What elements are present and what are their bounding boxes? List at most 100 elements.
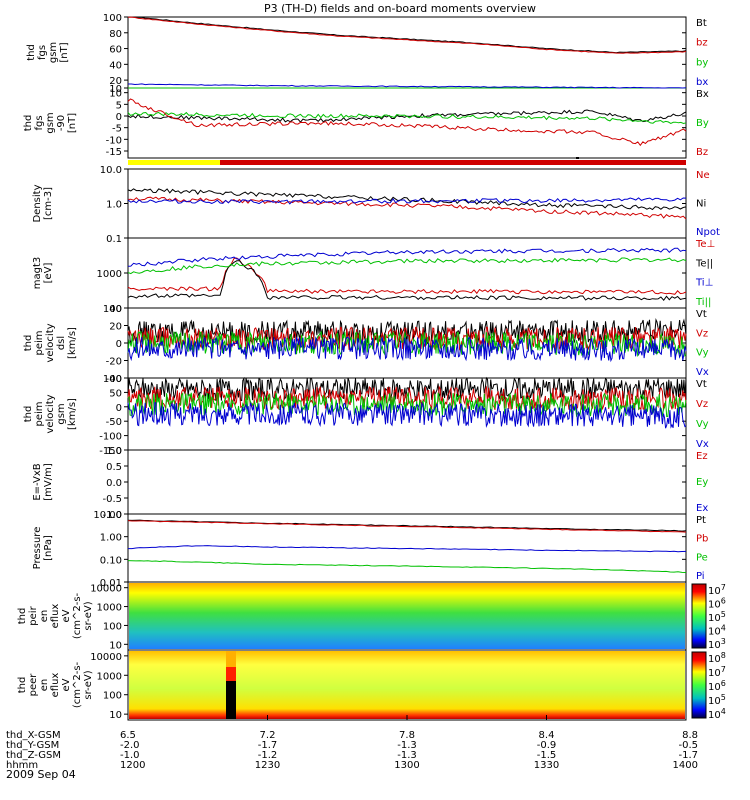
series-line-bx xyxy=(128,83,687,89)
y-tick-label: 20 xyxy=(109,322,122,333)
y-tick-label: -10 xyxy=(106,135,122,146)
x-axis-value: -1.3 xyxy=(397,740,417,751)
y-tick-label: 1000 xyxy=(97,603,122,614)
legend-label: Pb xyxy=(696,534,708,545)
series-line-pi xyxy=(128,545,687,553)
x-axis-value: -1.7 xyxy=(258,740,278,751)
y-tick-label: 10000 xyxy=(90,652,122,663)
spectrogram xyxy=(129,651,685,719)
y-axis-label-line: peer xyxy=(28,673,39,697)
legend-label: Pt xyxy=(696,515,706,526)
mode-bar-marker xyxy=(576,157,579,159)
y-axis-label-line: [km/s] xyxy=(67,327,78,359)
x-axis-value: -2.0 xyxy=(120,740,140,751)
mode-bar-fast xyxy=(220,160,686,165)
legend-label: Vy xyxy=(696,348,709,359)
series-line-pt xyxy=(127,519,687,532)
series-line-pe xyxy=(127,560,687,573)
colorbar-label: 106 xyxy=(708,597,726,611)
panel-10: thd peer en eflux eV (cm^2-s-sr-eV) 10000 1000 1… xyxy=(17,651,726,721)
legend-label: Ex xyxy=(696,503,708,514)
data-gap-band xyxy=(226,667,236,681)
plot-title: P3 (TH-D) fields and on-board moments ov… xyxy=(264,2,536,15)
y-tick-label: 0 xyxy=(116,112,122,123)
y-axis-label-line: thd xyxy=(17,608,28,625)
x-axis-value: 6.5 xyxy=(120,730,136,741)
y-axis-label-line: (cm^2-s- xyxy=(72,592,83,639)
y-tick-label: -150 xyxy=(99,446,122,457)
y-axis-label-line: fgs xyxy=(34,115,45,130)
y-tick-label: 1.00 xyxy=(100,533,122,544)
series-line-vy xyxy=(127,391,687,418)
y-tick-label: 10 xyxy=(109,84,122,95)
panel-9: thd peir en eflux eV (cm^2-s-sr-eV) 10000 1000 1… xyxy=(17,583,726,651)
date-label: 2009 Sep 04 xyxy=(6,768,76,781)
y-tick-label: 10000 xyxy=(90,584,122,595)
y-axis-label-line: [cm-3] xyxy=(43,187,54,220)
y-axis-label-line: en xyxy=(39,610,50,623)
y-axis-label-line: eflux xyxy=(50,673,61,698)
legend-label: Ez xyxy=(696,451,708,462)
series-line-te xyxy=(127,260,687,302)
x-axis-row-label: hhmm xyxy=(6,760,38,771)
colorbar-label: 105 xyxy=(708,610,726,624)
legend-label: Ti⊥ xyxy=(695,278,713,289)
y-axis-label-line: [nT] xyxy=(59,42,70,62)
y-axis-label-line: dsl xyxy=(56,336,67,350)
legend-label: Bz xyxy=(696,147,708,158)
legend-label: Ey xyxy=(696,477,708,488)
legend-label: Vt xyxy=(696,309,707,320)
legend-label: Bx xyxy=(696,89,709,100)
panel-frame-4 xyxy=(127,237,687,309)
series-line-bz xyxy=(127,98,687,147)
legend-label: Ni xyxy=(696,199,706,210)
series-line-npot xyxy=(127,197,687,205)
legend-label: Vx xyxy=(696,439,709,450)
y-tick-label: 40 xyxy=(109,60,122,71)
series-line-ti xyxy=(127,247,687,267)
y-tick-label: 100 xyxy=(103,13,122,24)
x-axis-value: -1.2 xyxy=(258,750,278,761)
x-axis-value: -1.7 xyxy=(678,750,698,761)
series-line-ne xyxy=(127,196,687,220)
colorbar-label: 107 xyxy=(708,583,726,597)
y-axis-label-line: -90 xyxy=(56,115,67,131)
y-tick-label: 1.0 xyxy=(106,200,122,211)
x-axis-value: -1.3 xyxy=(397,750,417,761)
y-axis-label-line: [nT] xyxy=(67,113,78,133)
y-tick-label: -20 xyxy=(106,357,122,368)
legend-label: Bt xyxy=(696,18,707,29)
panel-frame-2 xyxy=(127,87,687,159)
x-axis-value: 8.8 xyxy=(682,730,698,741)
x-axis-value: 7.8 xyxy=(399,730,415,741)
data-gap xyxy=(226,651,236,719)
y-tick-label: 1000 xyxy=(97,671,122,682)
series-line-ti xyxy=(127,257,687,275)
x-axis-value: 1400 xyxy=(673,760,698,771)
x-axis-value: 7.2 xyxy=(260,730,276,741)
y-tick-label: 0 xyxy=(116,339,122,350)
legend-label: Pe xyxy=(696,552,708,563)
y-axis-label-line: thd xyxy=(17,677,28,694)
series-line-te xyxy=(127,257,687,295)
y-tick-label: -0.5 xyxy=(102,494,122,505)
y-tick-label: 40 xyxy=(109,304,122,315)
y-axis-label-line: thd xyxy=(26,44,37,61)
legend-label: Npot xyxy=(696,227,720,238)
colorbar-label: 106 xyxy=(708,679,726,693)
y-axis-label-line: thd xyxy=(23,115,34,132)
y-tick-label: 60 xyxy=(109,45,122,56)
colorbar xyxy=(691,651,707,719)
y-tick-label: -50 xyxy=(106,417,122,428)
y-tick-label: 10.00 xyxy=(93,510,122,521)
y-axis-label-line: Density xyxy=(32,184,43,222)
colorbar-label: 104 xyxy=(708,707,726,721)
series-line-by xyxy=(127,111,687,125)
series-line-ni xyxy=(127,188,687,211)
y-tick-label: 10 xyxy=(109,640,122,651)
y-tick-label: 10 xyxy=(109,710,122,721)
